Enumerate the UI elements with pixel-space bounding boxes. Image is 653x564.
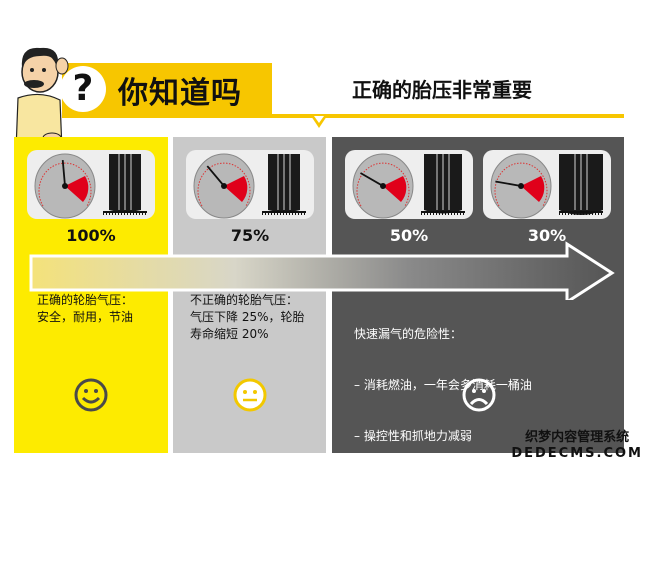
header-title: 你知道吗 — [118, 76, 242, 111]
header-subtitle: 正确的胎压非常重要 — [352, 78, 532, 102]
pressure-card — [27, 150, 155, 219]
pressure-gauge-icon — [34, 153, 147, 219]
text-line: 正确的轮胎气压： — [37, 293, 134, 307]
neutral-face-icon — [233, 378, 267, 412]
text-line: 不正确的轮胎气压： — [190, 293, 299, 307]
panel-text: 正确的轮胎气压： 安全，耐用，节油 — [37, 292, 133, 326]
pressure-card — [483, 150, 611, 219]
text-line: 气压下降 25%，轮胎 — [190, 310, 305, 324]
smiley-face-icon — [74, 378, 108, 412]
question-mark-icon: ? — [60, 66, 106, 112]
cartoon-man-icon — [15, 47, 69, 150]
watermark-line: 织梦内容管理系统 — [525, 430, 630, 445]
header-divider — [62, 114, 624, 118]
text-line: 安全，耐用，节油 — [37, 310, 134, 324]
watermark-line: DEDECMS.COM — [511, 446, 643, 461]
percent-label: 50% — [389, 226, 429, 245]
percent-label: 30% — [527, 226, 567, 245]
panel-text: 快速漏气的危险性： – 消耗燃油，一年会多消耗一桶油 – 操控性和抓地力减弱 –… — [354, 292, 583, 564]
panel-text: 不正确的轮胎气压： 气压下降 25%，轮胎 寿命缩短 20% — [190, 292, 305, 343]
percent-label: 75% — [230, 226, 270, 245]
pressure-gauge-icon — [490, 153, 603, 219]
text-line: – 操控性和抓地力减弱 — [354, 429, 472, 443]
percent-label: 100% — [66, 226, 116, 245]
pressure-card — [345, 150, 473, 219]
progress-arrow — [29, 241, 615, 300]
sad-face-icon — [462, 378, 496, 412]
divider-notch-inner — [314, 116, 324, 123]
watermark: 织梦内容管理系统 DEDECMS.COM — [511, 430, 643, 462]
text-line: 寿命缩短 20% — [190, 327, 269, 341]
pressure-card — [186, 150, 314, 219]
text-line: 肩并肩的距离） — [354, 531, 446, 545]
pressure-gauge-icon — [352, 153, 465, 219]
text-line: – 湿地刹车距离增加 9.5 米（相当于两辆车 — [354, 480, 583, 494]
text-line: 快速漏气的危险性： — [354, 327, 463, 341]
text-line: – 消耗燃油，一年会多消耗一桶油 — [354, 378, 532, 392]
pressure-gauge-icon — [193, 153, 306, 219]
